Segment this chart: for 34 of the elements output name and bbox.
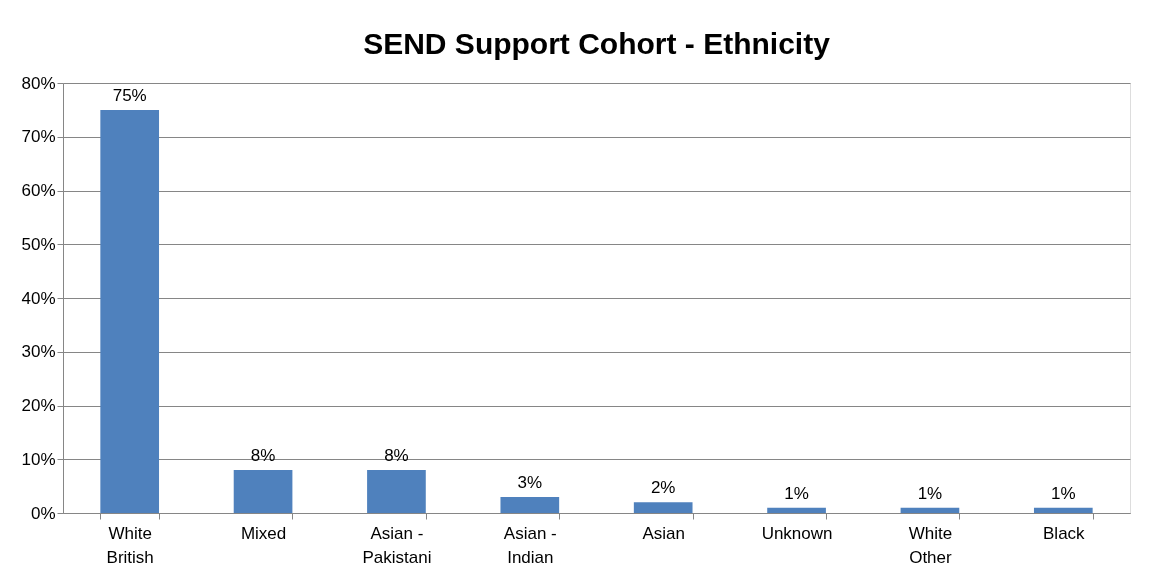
y-tick-label: 20% xyxy=(21,396,56,415)
x-tick-label: Unknown xyxy=(761,523,833,543)
data-label: 3% xyxy=(517,472,543,492)
x-tick-label: Asian - Pakistani xyxy=(362,523,432,567)
chart-title: SEND Support Cohort - Ethnicity xyxy=(363,27,831,60)
x-tick-label: White British xyxy=(106,523,154,567)
data-label: 1% xyxy=(1051,483,1076,503)
data-label: 8% xyxy=(384,446,409,465)
y-tick-label: 60% xyxy=(21,181,56,200)
bar xyxy=(633,502,693,513)
y-tick-label: 40% xyxy=(21,288,56,308)
data-label: 8% xyxy=(250,446,276,465)
y-tick-label: 0% xyxy=(30,503,56,523)
bar xyxy=(1033,507,1093,513)
data-label: 2% xyxy=(650,478,676,498)
y-tick-label: 10% xyxy=(21,449,56,469)
x-tick-label: White Other xyxy=(908,523,953,567)
y-tick-label: 30% xyxy=(21,342,56,362)
y-tick-label: 80% xyxy=(21,73,56,93)
bar xyxy=(900,507,960,513)
data-label: 1% xyxy=(784,483,809,503)
y-tick-label: 70% xyxy=(21,127,56,147)
bar xyxy=(367,470,426,513)
data-label: 75% xyxy=(112,85,147,105)
x-tick-label: Mixed xyxy=(240,523,287,543)
bar xyxy=(500,496,560,513)
bar xyxy=(767,507,826,513)
bar xyxy=(233,470,293,513)
bar xyxy=(100,109,160,513)
y-tick-label: 50% xyxy=(21,234,56,254)
x-tick-label: Black xyxy=(1043,523,1086,543)
x-tick-label: Asian xyxy=(642,523,685,543)
x-tick-label: Asian - Indian xyxy=(503,523,557,567)
data-label: 1% xyxy=(917,483,943,503)
